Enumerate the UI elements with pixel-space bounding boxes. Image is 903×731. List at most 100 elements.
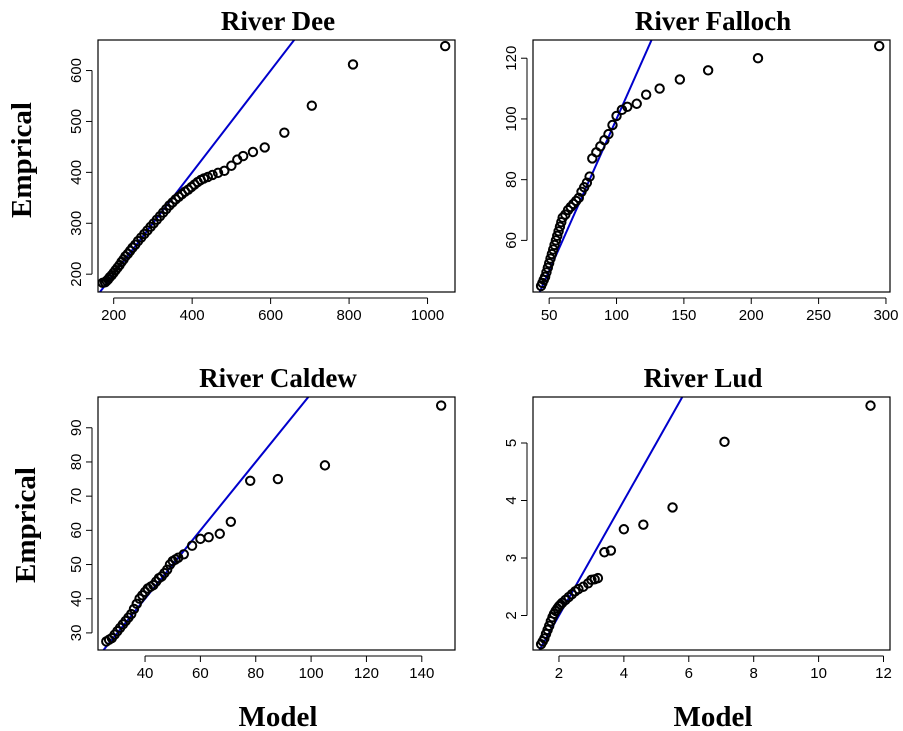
x-tick-label: 250 <box>806 307 831 324</box>
x-tick-label: 2 <box>555 665 563 682</box>
y-tick-label: 3 <box>503 554 520 562</box>
y-tick-label: 50 <box>68 556 85 573</box>
x-tick-label: 4 <box>620 665 628 682</box>
x-tick-label: 400 <box>180 307 205 324</box>
plot-frame <box>97 39 456 293</box>
data-point <box>131 598 142 610</box>
plot-frame <box>97 396 456 651</box>
data-point <box>874 40 885 52</box>
data-point <box>640 89 652 100</box>
plot-frame <box>532 396 891 651</box>
data-point <box>226 160 237 171</box>
data-point <box>541 267 552 278</box>
data-point <box>603 128 614 140</box>
data-point <box>247 146 259 158</box>
data-point <box>702 65 714 76</box>
data-point <box>272 473 284 485</box>
y-tick-label: 90 <box>68 419 85 436</box>
data-point <box>573 192 585 204</box>
x-tick-label: 600 <box>258 307 283 324</box>
x-tick-label: 50 <box>541 307 558 324</box>
data-point <box>674 74 686 85</box>
data-point <box>618 524 630 535</box>
data-point <box>225 516 237 527</box>
data-point <box>207 169 218 181</box>
panel-river-lud: River Lud Model 2 4 6 8 10 12 2 3 4 5 <box>503 363 892 731</box>
y-tick-label: 400 <box>68 160 85 185</box>
y-tick-label: 30 <box>68 625 85 642</box>
x-tick-label: 6 <box>685 665 693 682</box>
data-point <box>638 519 649 530</box>
data-point <box>667 502 678 513</box>
data-point <box>546 248 558 260</box>
x-tick-label: 200 <box>739 307 764 324</box>
y-tick-label: 4 <box>503 496 520 504</box>
data-point <box>203 531 214 543</box>
x-tick-label: 12 <box>875 665 892 682</box>
data-point <box>186 540 198 551</box>
data-point <box>865 400 876 411</box>
data-point <box>542 262 554 273</box>
data-point <box>654 83 665 94</box>
y-tick-label: 70 <box>68 488 85 505</box>
data-point <box>584 171 595 182</box>
data-point <box>544 620 555 632</box>
data-point <box>539 633 550 644</box>
plot-frame <box>532 39 891 293</box>
x-tick-label: 140 <box>409 665 434 682</box>
y-axis-label: Emprical <box>10 467 42 583</box>
data-point <box>279 127 290 138</box>
x-tick-label: 100 <box>299 665 324 682</box>
x-tick-label: 60 <box>192 665 209 682</box>
data-point <box>599 547 610 558</box>
data-point <box>435 400 447 411</box>
data-point <box>161 564 173 575</box>
y-tick-label: 5 <box>503 439 520 447</box>
data-point <box>752 53 764 64</box>
x-tick-label: 40 <box>137 665 154 682</box>
data-point <box>306 100 318 111</box>
data-point <box>611 110 622 122</box>
data-point <box>126 608 137 620</box>
data-point <box>581 177 593 188</box>
y-tick-label: 40 <box>68 590 85 607</box>
y-tick-label: 200 <box>68 262 85 287</box>
data-point <box>548 244 559 255</box>
data-point <box>178 549 189 560</box>
data-point <box>347 59 359 70</box>
data-point <box>622 101 633 112</box>
y-tick-label: 120 <box>503 46 520 71</box>
data-point <box>543 257 555 269</box>
data-point <box>128 603 140 615</box>
x-tick-label: 200 <box>101 307 126 324</box>
data-point <box>195 533 206 545</box>
panel-title: River Falloch <box>635 6 791 36</box>
data-point <box>552 230 563 242</box>
x-tick-label: 8 <box>750 665 758 682</box>
y-tick-label: 500 <box>68 109 85 134</box>
data-point <box>592 572 604 584</box>
y-tick-label: 80 <box>503 171 520 188</box>
data-point <box>245 475 256 486</box>
data-point <box>573 583 584 595</box>
x-tick-label: 10 <box>810 665 827 682</box>
x-axis-label: Model <box>239 701 318 731</box>
data-point <box>605 545 617 556</box>
x-tick-label: 150 <box>671 307 696 324</box>
data-point <box>237 150 249 162</box>
panel-river-falloch: River Falloch 50 100 150 200 250 300 60 80 100 12… <box>503 6 898 324</box>
data-point <box>554 221 566 232</box>
data-point <box>545 253 556 264</box>
data-point <box>549 239 560 251</box>
data-point <box>212 167 224 179</box>
data-point <box>553 226 564 237</box>
data-point <box>259 142 270 153</box>
data-point <box>616 104 628 116</box>
data-point <box>550 235 562 246</box>
panel-river-caldew: River Caldew Emprical Model 40 60 80 100 120… <box>10 363 456 731</box>
data-point <box>439 40 451 52</box>
x-tick-label: 1000 <box>411 307 444 324</box>
x-tick-label: 800 <box>337 307 362 324</box>
data-point <box>214 528 225 539</box>
